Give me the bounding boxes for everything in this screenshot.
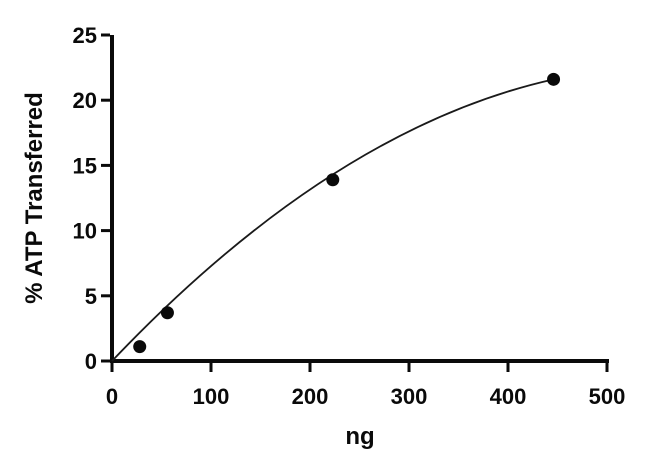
data-point [160, 306, 174, 320]
x-tick-label: 200 [292, 384, 329, 409]
y-tick-label: 15 [73, 153, 97, 178]
x-tick-label: 100 [193, 384, 230, 409]
data-point [326, 173, 340, 187]
fit-curve [111, 78, 554, 362]
data-point [547, 72, 561, 86]
x-axis-title: ng [345, 423, 374, 450]
y-tick-label: 5 [85, 284, 97, 309]
y-tick-label: 0 [85, 349, 97, 374]
x-tick-label: 500 [589, 384, 626, 409]
chart-generated-layer: 0 100 200 300 400 500 0 5 10 15 20 25 [73, 23, 626, 409]
y-axis-title: % ATP Transferred [21, 92, 48, 304]
y-tick-label: 20 [73, 88, 97, 113]
x-tick-label: 0 [106, 384, 118, 409]
data-point [133, 340, 147, 354]
y-tick-label: 25 [73, 23, 97, 48]
y-tick-label: 10 [73, 219, 97, 244]
x-tick-label: 300 [391, 384, 428, 409]
x-tick-label: 400 [490, 384, 527, 409]
